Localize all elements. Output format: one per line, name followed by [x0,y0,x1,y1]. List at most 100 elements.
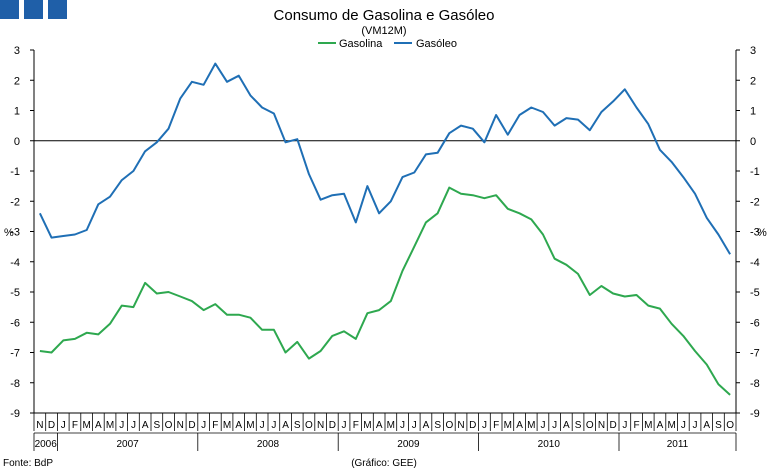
year-label: 2011 [667,439,689,450]
x-tick-label: F [633,420,639,431]
x-tick-label: N [36,420,43,431]
legend-label-gasolina: Gasolina [339,38,383,50]
legend: Gasolina Gasóleo [318,38,457,50]
x-tick-label: J [622,420,627,431]
source-label: Fonte: BdP [3,458,53,469]
y-tick-label-left: -4 [10,257,20,269]
x-tick-label: S [575,420,582,431]
year-label: 2008 [257,439,280,450]
x-tick-label: A [423,420,430,431]
legend-label-gasoleo: Gasóleo [416,38,457,50]
y-tick-label-left: -1 [10,166,20,178]
x-tick-label: J [400,420,405,431]
series-line-gasolina [39,186,731,396]
x-tick-label: A [95,420,102,431]
x-tick-label: D [469,420,476,431]
x-tick-label: O [586,420,594,431]
y-tick-label-left: 3 [14,45,20,57]
y-tick-label-right: 3 [750,45,756,57]
chart-title: Consumo de Gasolina e Gasóleo [274,7,495,24]
x-tick-label: O [305,420,313,431]
x-tick-label: J [552,420,557,431]
y-tick-label-right: -8 [750,378,760,390]
x-tick-label: S [294,420,301,431]
chart-subtitle: (VM12M) [361,25,406,37]
x-tick-label: S [434,420,441,431]
x-tick-label: D [188,420,195,431]
x-tick-label: M [82,420,90,431]
y-tick-label-right: -7 [750,348,760,360]
y-tick-label-right: 2 [750,75,756,87]
x-tick-label: M [504,420,512,431]
y-tick-label-left: -2 [10,196,20,208]
y-tick-label-right: -4 [750,257,760,269]
x-tick-label: M [527,420,535,431]
x-tick-label: M [223,420,231,431]
y-tick-label-right: -9 [750,408,760,420]
y-axis-label-right: % [757,227,767,239]
y-tick-label-left: -9 [10,408,20,420]
year-label: 2009 [397,439,420,450]
x-tick-label: N [177,420,184,431]
x-tick-label: O [165,420,173,431]
x-tick-label: D [48,420,55,431]
year-label: 2007 [116,439,139,450]
x-tick-label: M [246,420,254,431]
x-tick-label: A [563,420,570,431]
y-tick-label-left: -7 [10,348,20,360]
y-tick-label-right: -2 [750,196,760,208]
y-tick-label-left: -8 [10,378,20,390]
y-axis-label-left: % [4,227,14,239]
year-label: 2006 [35,439,58,450]
logo-square [24,0,43,19]
y-tick-label-left: 0 [14,136,20,148]
x-tick-label: M [644,420,652,431]
x-tick-label: J [61,420,66,431]
x-tick-label: M [106,420,114,431]
x-tick-label: A [657,420,664,431]
x-tick-label: A [516,420,523,431]
x-tick-label: F [493,420,499,431]
y-tick-label-right: -6 [750,317,760,329]
x-tick-label: F [353,420,359,431]
x-tick-label: A [142,420,149,431]
y-tick-label-left: -6 [10,317,20,329]
y-tick-label-right: -5 [750,287,760,299]
x-tick-label: J [271,420,276,431]
logo-square [0,0,19,19]
x-tick-label: M [387,420,395,431]
x-tick-label: J [119,420,124,431]
x-tick-label: J [540,420,545,431]
x-tick-label: S [154,420,161,431]
x-tick-label: N [457,420,464,431]
y-tick-label-right: 1 [750,106,756,118]
x-tick-label: F [212,420,218,431]
x-tick-label: J [201,420,206,431]
x-tick-label: A [703,420,710,431]
y-tick-label-right: -3 [750,227,760,239]
x-tick-label: N [317,420,324,431]
year-label: 2010 [538,439,561,450]
x-tick-label: J [412,420,417,431]
y-tick-label-left: -5 [10,287,20,299]
x-tick-label: M [363,420,371,431]
y-tick-label-right: 0 [750,136,756,148]
x-tick-label: F [72,420,78,431]
y-tick-label-left: 2 [14,75,20,87]
logo-square [48,0,67,19]
series-line-gasoleo [38,62,731,255]
y-tick-label-right: -1 [750,166,760,178]
x-tick-label: M [667,420,675,431]
x-tick-label: J [260,420,265,431]
x-tick-label: O [726,420,734,431]
x-tick-label: A [282,420,289,431]
x-tick-label: J [482,420,487,431]
x-tick-label: S [715,420,722,431]
x-tick-label: D [329,420,336,431]
x-tick-label: N [598,420,605,431]
y-tick-label-left: 1 [14,106,20,118]
credit-label: (Gráfico: GEE) [351,458,417,469]
x-tick-label: A [235,420,242,431]
x-tick-label: J [681,420,686,431]
